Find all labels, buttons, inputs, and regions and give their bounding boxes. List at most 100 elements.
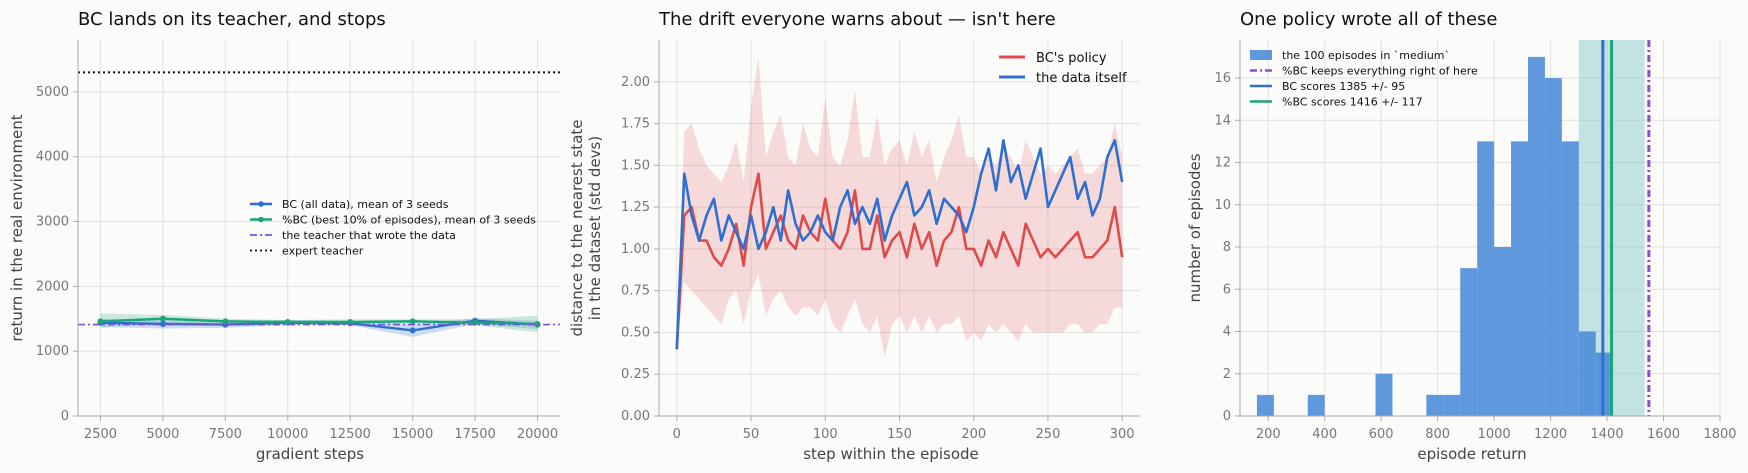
histogram-bar — [1256, 394, 1274, 416]
reference-lines — [1601, 40, 1651, 416]
series-line — [675, 138, 1124, 350]
series-lines — [78, 71, 560, 334]
y-tick-label: 0.25 — [621, 367, 650, 382]
series-band — [676, 56, 1123, 358]
grid — [659, 40, 1140, 417]
data-point — [284, 319, 291, 325]
x-tick-label: 1800 — [1703, 427, 1736, 442]
legend-label: BC's policy — [1036, 51, 1107, 66]
y-axis-label-line-2: in the dataset (std devs) — [586, 136, 604, 320]
y-axis-label: distance to the nearest state in the dat… — [568, 120, 604, 337]
y-tick-label: 14 — [1214, 113, 1231, 128]
histogram-bar — [1528, 56, 1545, 417]
x-tick-label: 10000 — [267, 427, 308, 442]
y-tick-label: 5000 — [36, 85, 69, 100]
histogram-bar — [1561, 141, 1579, 417]
panel-episode-histogram: One policy wrote all of these 200 400 600 8… — [1186, 9, 1737, 463]
x-tick-label: 150 — [887, 427, 912, 442]
y-tick-label: 1.50 — [621, 158, 650, 173]
panel-bc-training-curve: BC lands on its teacher, and stops 2500 5… — [8, 9, 560, 463]
y-tick-label: 1.25 — [621, 200, 650, 215]
data-point — [409, 327, 416, 334]
histogram-bar — [1426, 394, 1444, 416]
x-tick-label: 100 — [813, 427, 838, 442]
x-tick-label: 300 — [1110, 427, 1135, 442]
y-tick-label: 0 — [61, 409, 69, 424]
y-tick-label: 2 — [1223, 367, 1231, 382]
y-tick-label: 3000 — [36, 215, 69, 230]
x-tick-label: 800 — [1425, 427, 1450, 442]
y-axis-label: number of episodes — [1186, 153, 1204, 302]
y-axis-label-line-1: distance to the nearest state — [568, 120, 586, 337]
x-tick-label: 600 — [1369, 427, 1394, 442]
y-tick-label: 0.50 — [621, 325, 650, 340]
x-tick-label: 250 — [1036, 427, 1061, 442]
tick-labels: 200 400 600 800 1000 1200 1400 1600 1800 0 2 4 6 8 10 1… — [1214, 71, 1736, 442]
legend-label: expert teacher — [282, 245, 364, 258]
histogram-bar — [1494, 247, 1512, 416]
x-tick-label: 1200 — [1534, 427, 1567, 442]
x-axis-label: gradient steps — [256, 445, 364, 463]
legend-marker — [258, 201, 264, 207]
histogram-bar — [1477, 141, 1495, 417]
legend: BC (all data), mean of 3 seeds %BC (best … — [250, 198, 536, 258]
y-tick-label: 10 — [1214, 198, 1231, 213]
x-tick-label: 400 — [1312, 427, 1337, 442]
x-tick-label: 1000 — [1478, 427, 1511, 442]
y-tick-label: 1.75 — [621, 117, 650, 132]
x-tick-label: 200 — [1256, 427, 1281, 442]
y-tick-label: 4 — [1223, 325, 1231, 340]
data-point — [534, 320, 541, 327]
y-axis-label: return in the real environment — [8, 114, 26, 341]
axes — [1235, 40, 1721, 421]
histogram-bar — [1511, 141, 1528, 417]
x-tick-label: 1600 — [1647, 427, 1680, 442]
legend-label: %BC scores 1416 +/- 117 — [1282, 96, 1423, 109]
x-tick-label: 0 — [673, 427, 681, 442]
data-point — [159, 315, 166, 322]
series-lines — [675, 138, 1124, 350]
x-tick-label: 5000 — [146, 427, 179, 442]
axes — [654, 40, 1140, 421]
series-line — [675, 172, 1124, 350]
histogram-bar — [1578, 331, 1596, 416]
y-tick-label: 4000 — [36, 150, 69, 165]
x-tick-label: 200 — [961, 427, 986, 442]
x-tick-label: 50 — [743, 427, 760, 442]
histogram-bar — [1307, 394, 1325, 416]
confidence-band — [676, 56, 1123, 358]
x-tick-label: 15000 — [392, 427, 433, 442]
legend-label: BC (all data), mean of 3 seeds — [282, 198, 449, 211]
histogram-bars — [1256, 56, 1613, 417]
y-tick-label: 6 — [1223, 282, 1231, 297]
x-tick-label: 12500 — [330, 427, 371, 442]
y-tick-label: 2000 — [36, 279, 69, 294]
y-tick-label: 1000 — [36, 344, 69, 359]
legend-label: the teacher that wrote the data — [282, 229, 456, 242]
y-tick-label: 8 — [1223, 240, 1231, 255]
histogram-bar — [1443, 394, 1461, 416]
legend-label: %BC keeps everything right of here — [1282, 65, 1478, 78]
tick-labels: 2500 5000 7500 10000 12500 15000 17500 20000 0 10… — [36, 85, 558, 442]
histogram-bar — [1460, 268, 1478, 416]
series-line — [100, 317, 538, 326]
legend-label: BC scores 1385 +/- 95 — [1282, 80, 1405, 93]
x-tick-label: 1400 — [1591, 427, 1624, 442]
legend-label: %BC (best 10% of episodes), mean of 3 se… — [282, 214, 536, 227]
data-point — [97, 318, 104, 325]
x-tick-label: 17500 — [454, 427, 495, 442]
legend: the 100 episodes in `medium` %BC keeps ev… — [1250, 49, 1478, 109]
x-tick-label: 7500 — [209, 427, 242, 442]
legend-swatch — [1250, 50, 1272, 60]
panel-drift: The drift everyone warns about — isn't h… — [568, 9, 1140, 463]
data-point — [409, 318, 416, 325]
x-axis-label: episode return — [1417, 445, 1526, 463]
axes — [73, 40, 560, 421]
legend: BC's policy the data itself — [999, 51, 1127, 86]
y-tick-label: 12 — [1214, 156, 1231, 171]
y-tick-label: 0.75 — [621, 284, 650, 299]
data-point — [222, 318, 229, 325]
data-point — [159, 320, 166, 327]
y-tick-label: 1.00 — [621, 242, 650, 257]
